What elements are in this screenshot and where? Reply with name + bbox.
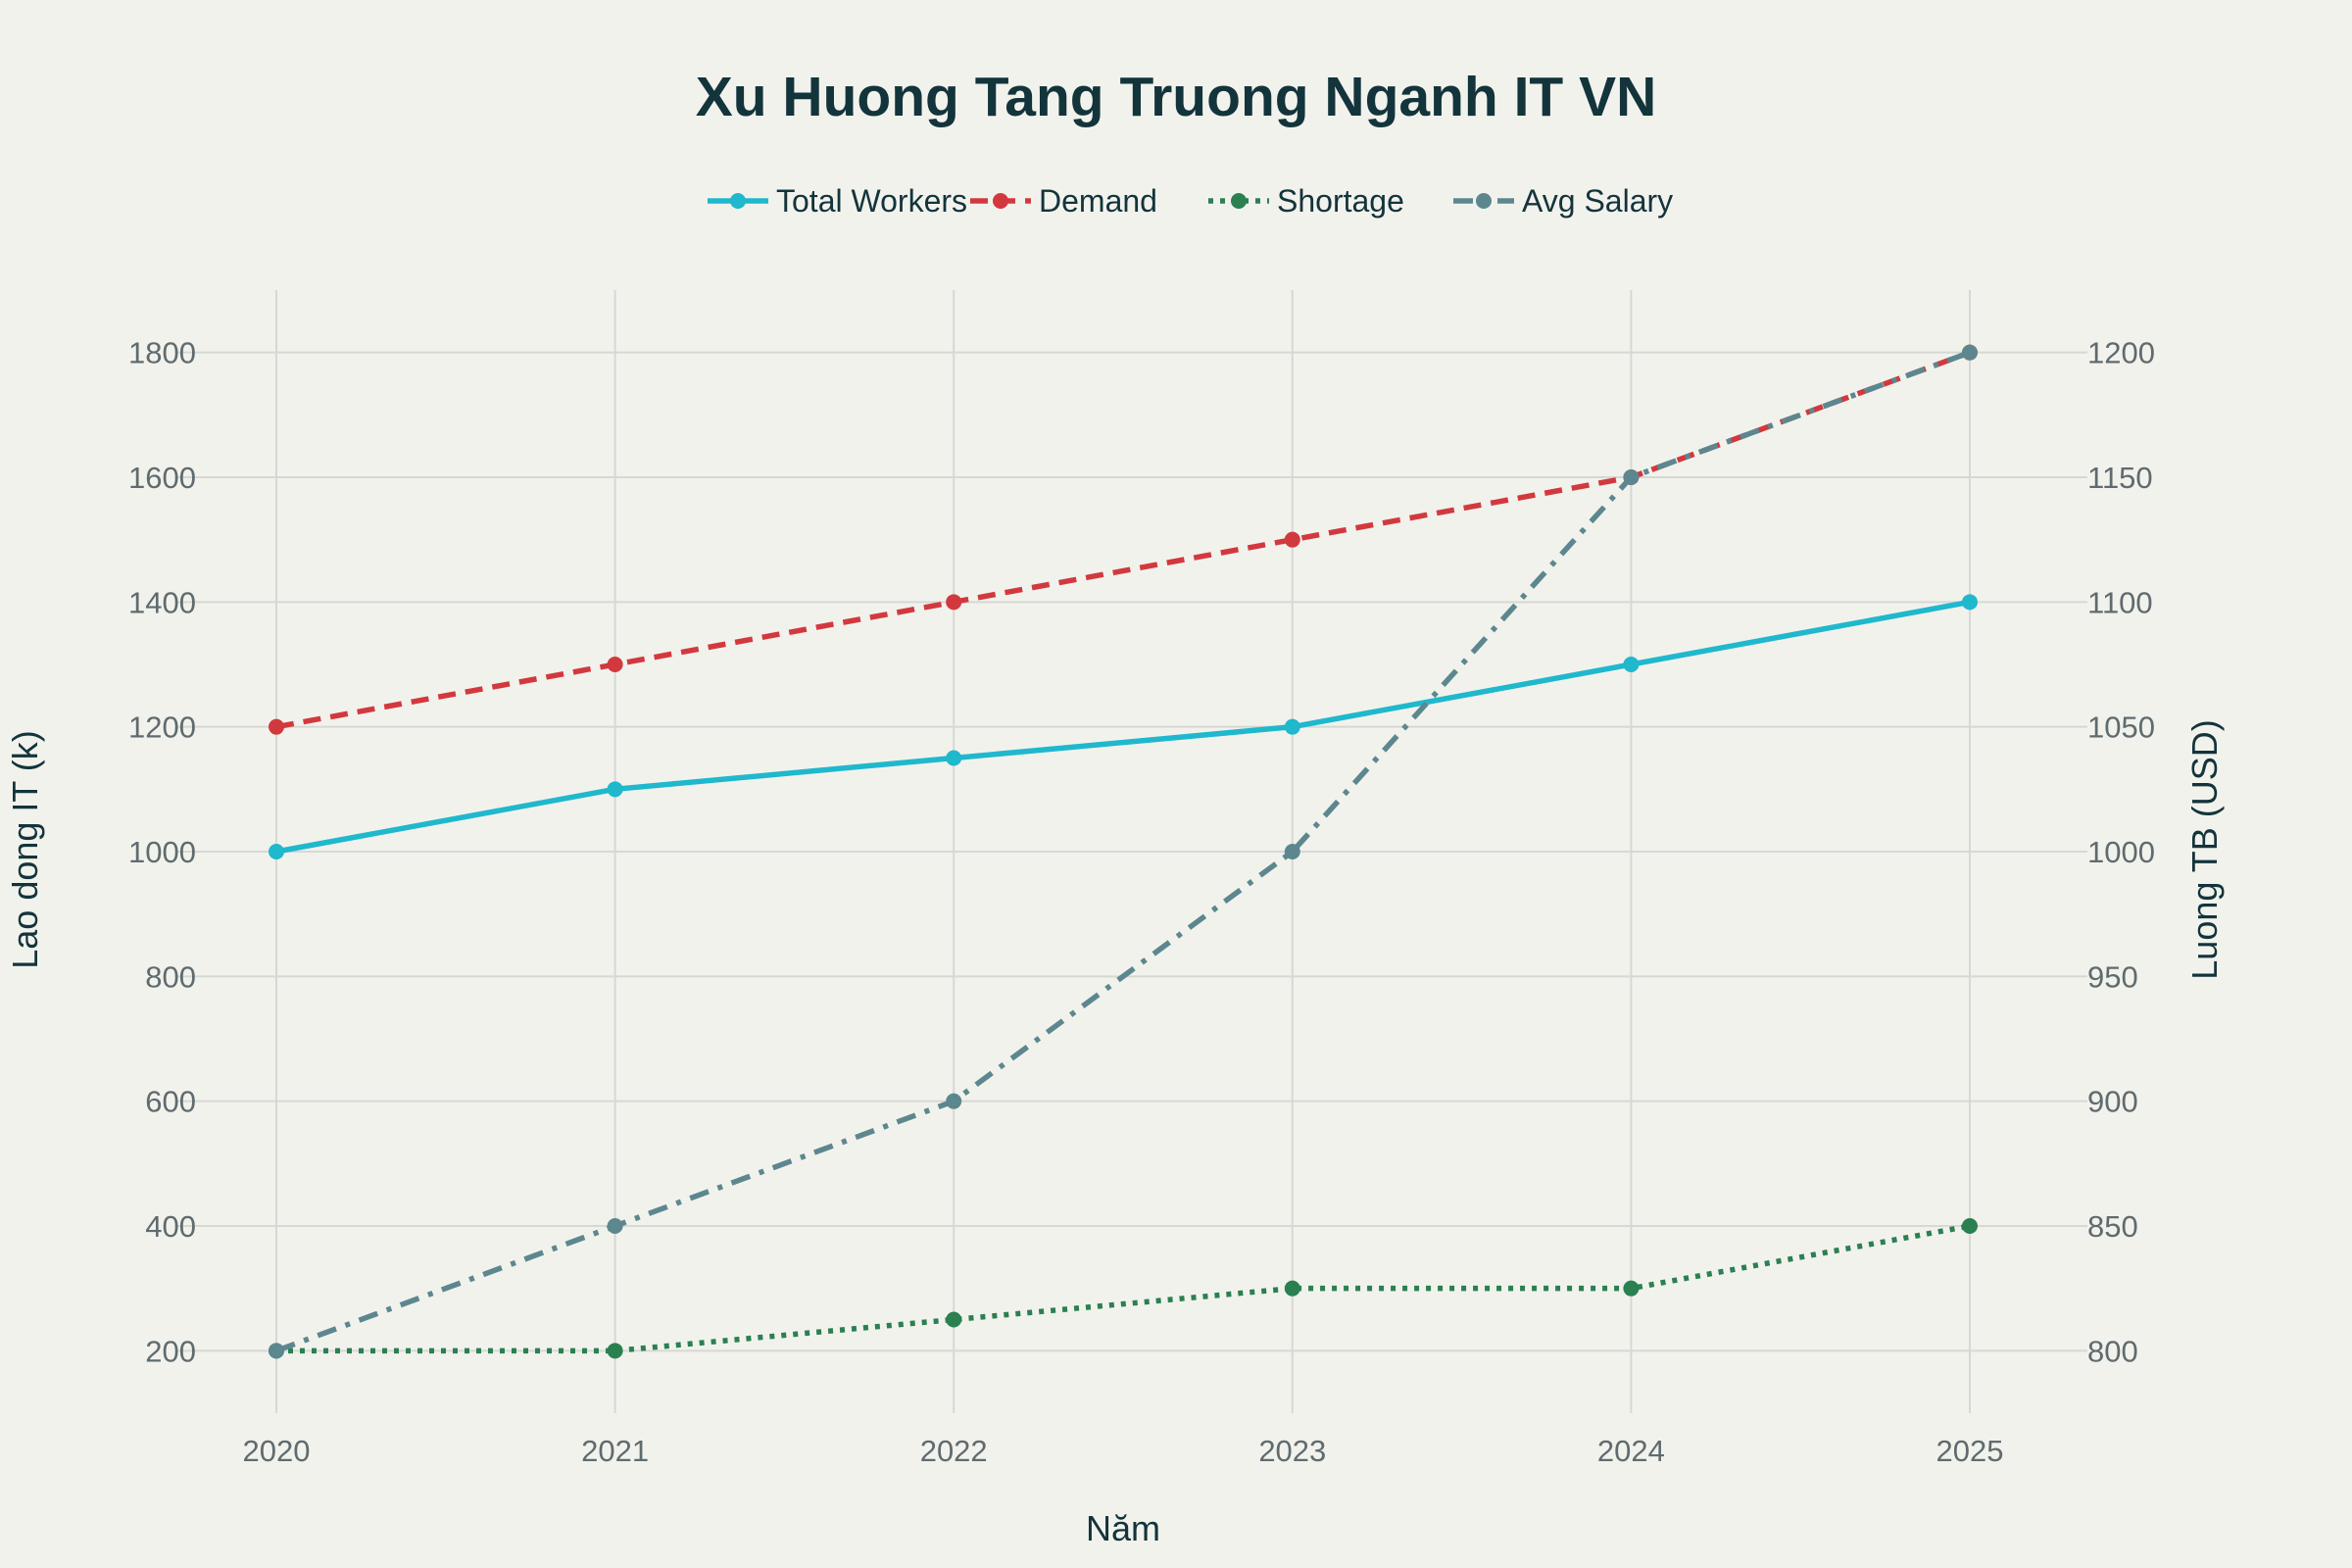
y-tick-label: 1200 [128,710,196,745]
y2-tick-label: 1000 [2087,835,2155,869]
series-line-demand [275,350,1971,730]
chart-title: Xu Huong Tang Truong Nganh IT VN [696,66,1657,128]
y2-tick-label: 1100 [2087,585,2153,619]
legend-item-total-workers[interactable]: Total Workers [708,183,967,219]
y-tick-label: 600 [145,1085,196,1119]
series-line-total-workers [275,599,1971,855]
data-point[interactable] [1284,531,1300,548]
data-point[interactable] [1284,718,1300,735]
data-point[interactable] [1962,594,1978,611]
legend-marker [1231,193,1247,209]
legend-marker [730,193,746,209]
data-point[interactable] [269,1343,284,1359]
legend-label: Avg Salary [1522,183,1673,219]
y2-tick-label: 1050 [2087,710,2155,745]
legend-item-demand[interactable]: Demand [970,183,1157,219]
legend-label: Shortage [1277,183,1404,219]
data-point[interactable] [607,657,623,672]
legend[interactable]: Total Workers Demand Shortage Avg Salary [708,183,1673,219]
series-avg-salary [269,344,1978,1359]
legend-label: Total Workers [776,183,967,219]
data-point[interactable] [1284,844,1300,859]
data-point[interactable] [1623,1280,1640,1297]
data-point[interactable] [1284,1280,1300,1297]
y-tick-label: 1600 [128,461,196,495]
tick-labels: 2020 2021 2022 2023 2024 2025 200 400 600 800 1000… [128,336,2155,1468]
legend-marker [993,193,1008,209]
data-point[interactable] [1623,657,1640,672]
legend-item-shortage[interactable]: Shortage [1208,183,1404,219]
series-line-avg-salary [275,350,1971,1353]
data-point[interactable] [946,750,962,766]
data-point[interactable] [1962,344,1978,361]
y-tick-label: 800 [145,959,196,994]
gridlines [176,290,2087,1413]
data-point[interactable] [607,781,623,798]
y2-tick-label: 900 [2087,1085,2138,1119]
y2-tick-label: 1150 [2087,461,2153,495]
data-point[interactable] [607,1343,623,1359]
data-point[interactable] [269,844,284,859]
data-point[interactable] [607,1218,623,1234]
y2-tick-label: 850 [2087,1209,2138,1244]
legend-marker [1476,193,1492,209]
y2-axis-title: Luong TB (USD) [2184,719,2225,979]
x-tick-label: 2024 [1597,1434,1665,1468]
y-axis-title: Lao dong IT (k) [5,730,45,968]
y2-tick-label: 800 [2087,1334,2138,1368]
data-point[interactable] [1962,1218,1978,1234]
x-axis-title: Năm [1086,1508,1160,1548]
x-tick-label: 2022 [920,1434,988,1468]
data-point[interactable] [946,1311,962,1328]
series-demand [269,344,1978,735]
y-tick-label: 1400 [128,585,196,619]
y-tick-label: 1000 [128,835,196,869]
data-point[interactable] [269,718,284,735]
series-line-shortage [276,1223,1971,1354]
series-total-workers [269,594,1978,859]
y2-tick-label: 950 [2087,959,2138,994]
y-tick-label: 1800 [128,336,196,370]
y-tick-label: 400 [145,1209,196,1244]
data-point[interactable] [946,594,962,611]
y2-tick-label: 1200 [2087,336,2155,370]
x-tick-label: 2025 [1936,1434,2004,1468]
legend-item-avg-salary[interactable]: Avg Salary [1453,183,1673,219]
data-point[interactable] [946,1093,962,1109]
series-layer [269,344,1978,1359]
x-tick-label: 2020 [243,1434,311,1468]
legend-label: Demand [1039,183,1157,219]
series-shortage [269,1218,1978,1359]
x-tick-label: 2023 [1258,1434,1326,1468]
data-point[interactable] [1623,469,1640,485]
y-tick-label: 200 [145,1334,196,1368]
x-tick-label: 2021 [581,1434,649,1468]
